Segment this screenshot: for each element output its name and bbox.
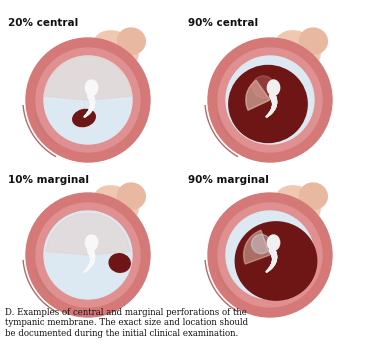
Ellipse shape bbox=[109, 254, 130, 272]
Wedge shape bbox=[46, 213, 130, 255]
Ellipse shape bbox=[86, 80, 98, 95]
Text: 10% marginal: 10% marginal bbox=[8, 175, 89, 185]
Ellipse shape bbox=[299, 28, 327, 54]
Circle shape bbox=[36, 203, 140, 307]
Ellipse shape bbox=[268, 80, 280, 95]
Ellipse shape bbox=[94, 31, 138, 67]
Circle shape bbox=[208, 193, 332, 317]
Ellipse shape bbox=[94, 186, 138, 223]
Circle shape bbox=[26, 38, 150, 162]
Wedge shape bbox=[44, 56, 132, 100]
Wedge shape bbox=[246, 80, 270, 110]
Circle shape bbox=[44, 211, 132, 299]
Circle shape bbox=[218, 203, 322, 307]
Circle shape bbox=[26, 193, 150, 317]
Text: 20% central: 20% central bbox=[8, 18, 78, 28]
Circle shape bbox=[252, 76, 275, 98]
Circle shape bbox=[251, 234, 271, 254]
Ellipse shape bbox=[276, 186, 320, 223]
Ellipse shape bbox=[268, 235, 280, 251]
Ellipse shape bbox=[73, 109, 95, 127]
Circle shape bbox=[226, 211, 314, 299]
Ellipse shape bbox=[117, 183, 145, 209]
Ellipse shape bbox=[86, 235, 98, 251]
Wedge shape bbox=[244, 230, 270, 264]
Ellipse shape bbox=[276, 31, 320, 67]
Ellipse shape bbox=[117, 28, 145, 54]
Circle shape bbox=[208, 38, 332, 162]
Ellipse shape bbox=[229, 66, 307, 143]
Text: D. Examples of central and marginal perforations of the
tympanic membrane. The e: D. Examples of central and marginal perf… bbox=[5, 308, 248, 338]
Circle shape bbox=[226, 56, 314, 144]
Circle shape bbox=[44, 56, 132, 144]
Circle shape bbox=[36, 48, 140, 152]
Text: 90% marginal: 90% marginal bbox=[188, 175, 269, 185]
Ellipse shape bbox=[299, 183, 327, 209]
Text: 90% central: 90% central bbox=[188, 18, 258, 28]
Circle shape bbox=[218, 48, 322, 152]
Ellipse shape bbox=[235, 222, 317, 300]
